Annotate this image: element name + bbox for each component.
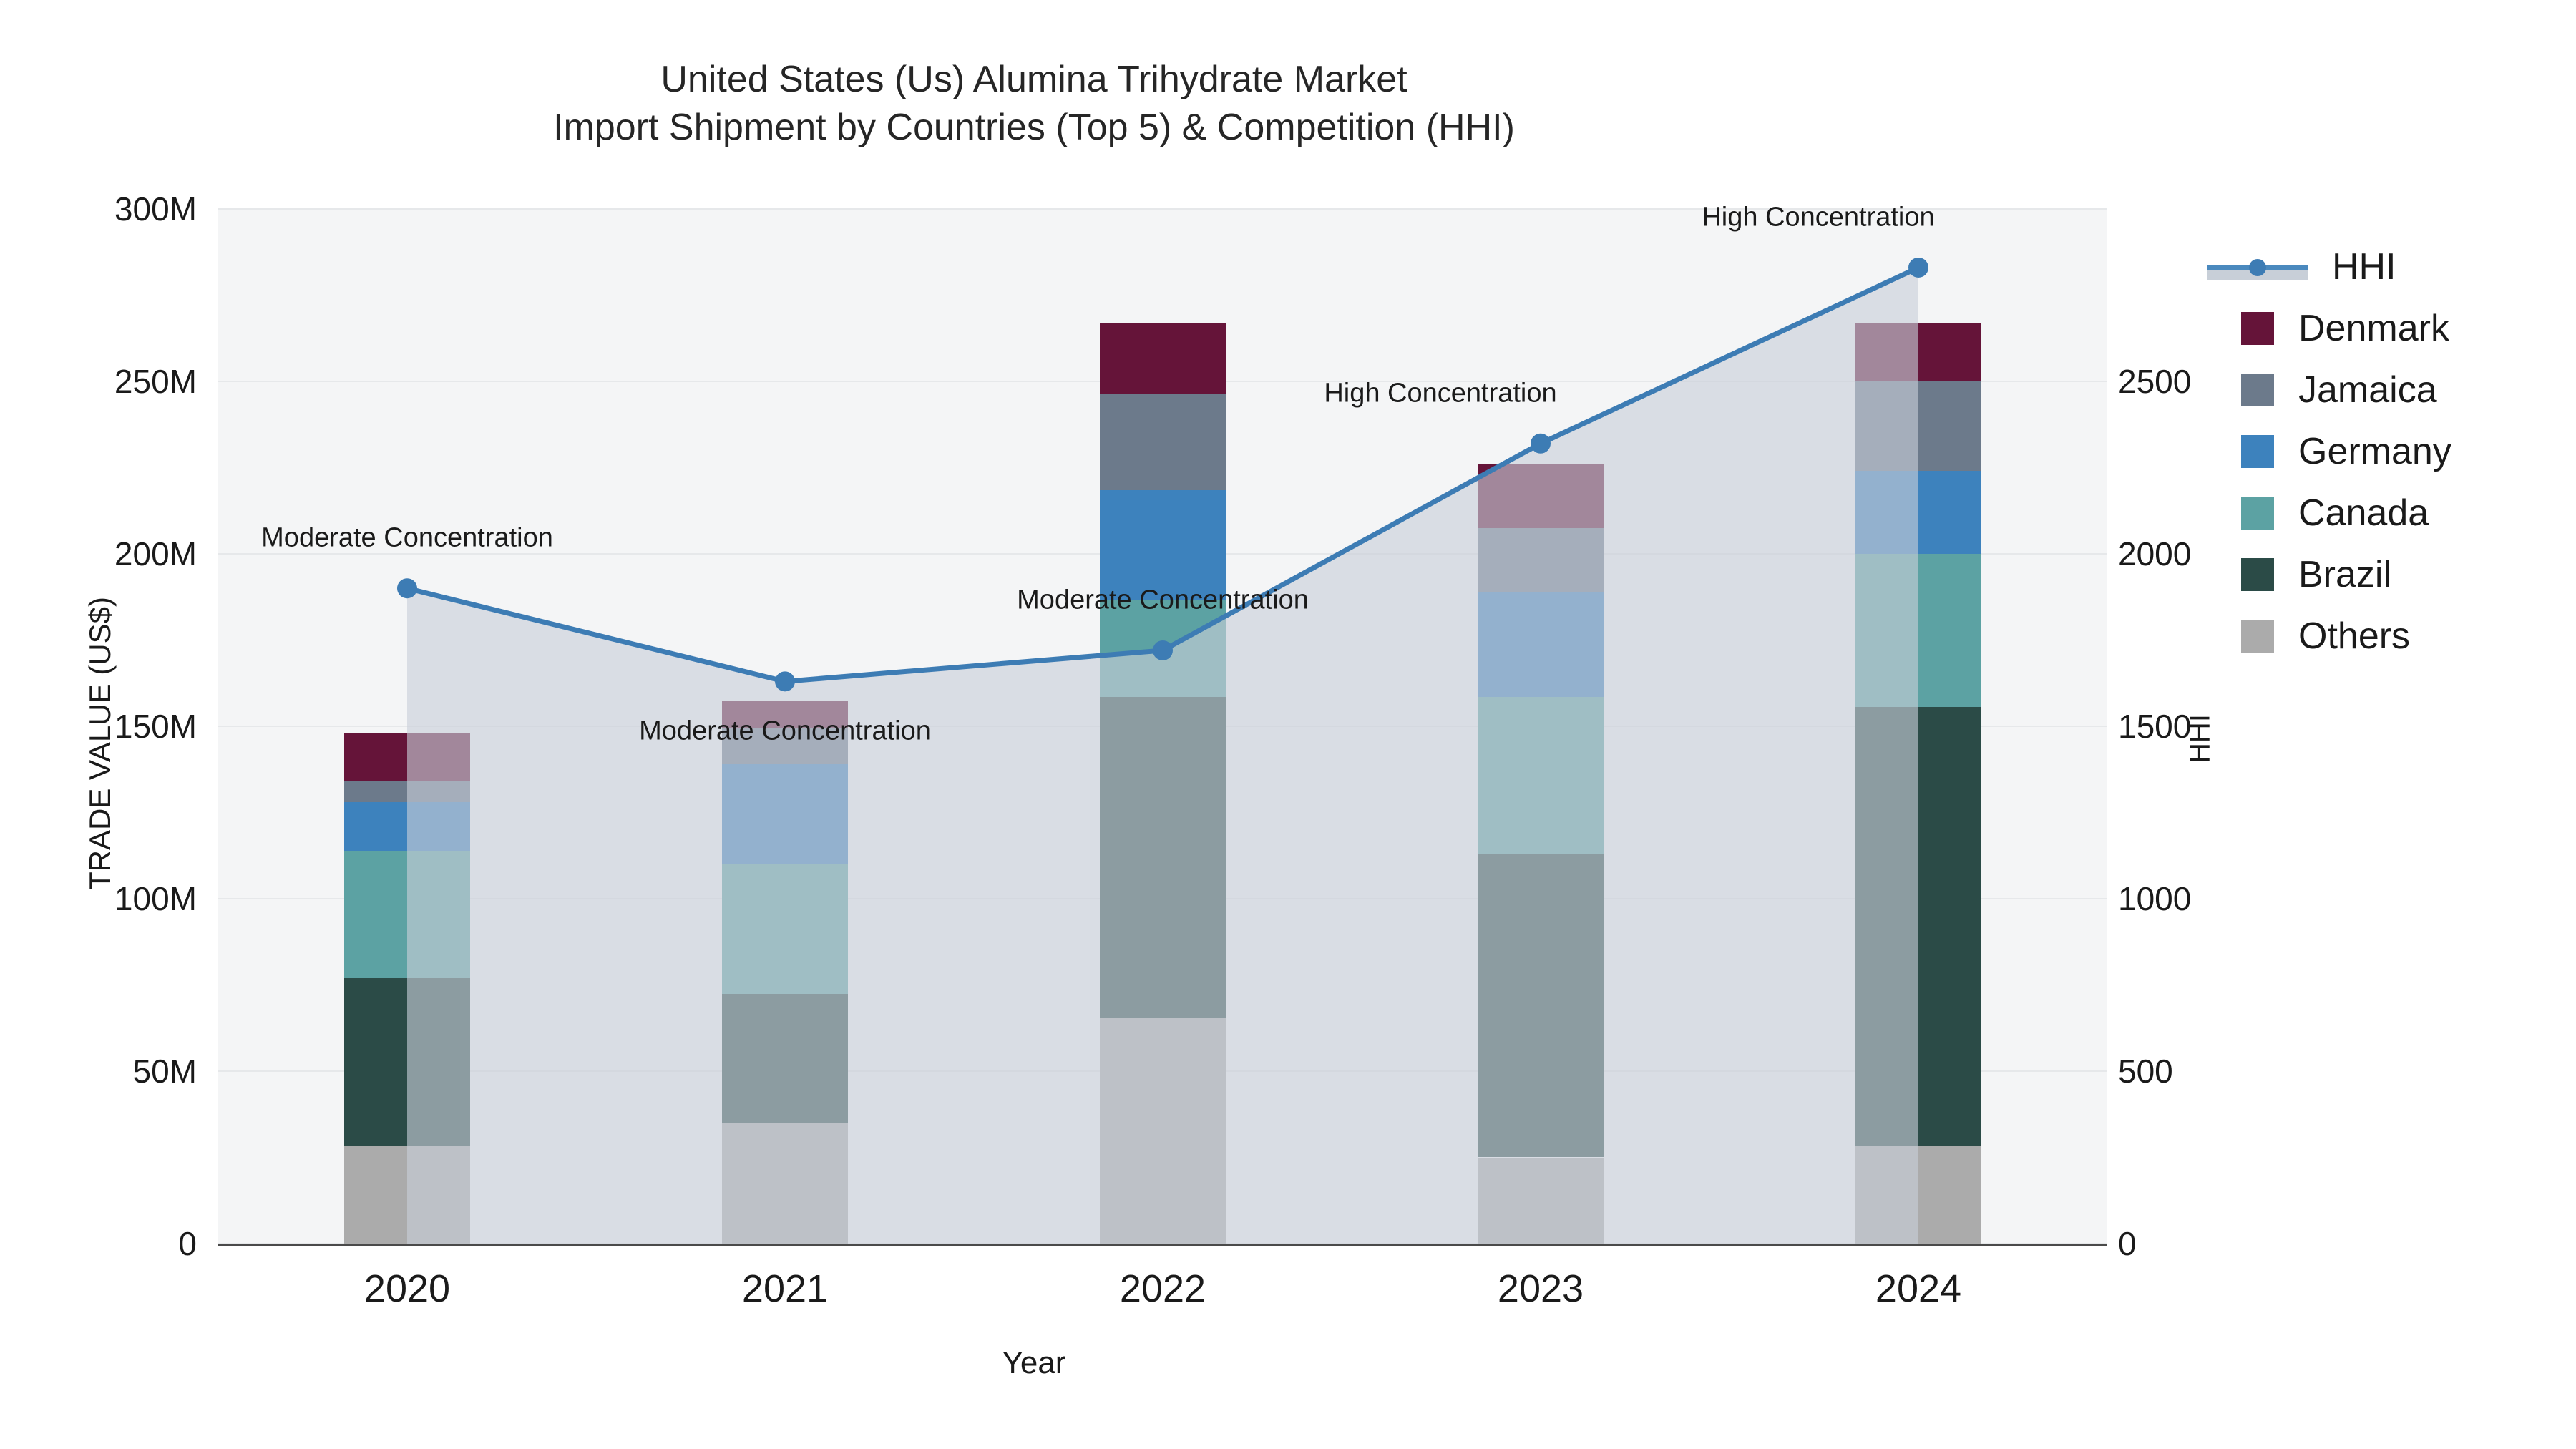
hhi-data-point[interactable] <box>1531 433 1551 454</box>
legend-swatch-icon <box>2241 374 2274 406</box>
y-axis-right-tick-label: 1500 <box>2118 708 2192 745</box>
hhi-data-point[interactable] <box>397 578 417 599</box>
y-axis-left-tick-label: 300M <box>114 190 197 228</box>
hhi-annotation: High Concentration <box>1324 378 1557 409</box>
legend-item-hhi[interactable]: HHI <box>2207 236 2576 298</box>
chart-title: United States (Us) Alumina Trihydrate Ma… <box>0 56 2068 151</box>
hhi-data-point[interactable] <box>1908 257 1928 278</box>
chart-legend: HHI Denmark Jamaica Germany Canada Brazil Oth… <box>2207 236 2576 667</box>
legend-swatch-icon <box>2241 497 2274 530</box>
legend-swatch-icon <box>2241 312 2274 345</box>
y-axis-left-tick-label: 100M <box>114 880 197 917</box>
hhi-data-point[interactable] <box>775 671 795 692</box>
bar-segment-denmark[interactable] <box>1100 323 1226 394</box>
y-axis-left-tick-label: 0 <box>178 1225 197 1262</box>
legend-item-label: Canada <box>2298 492 2429 534</box>
y-axis-right-tick-label: 2500 <box>2118 363 2192 400</box>
y-axis-right-title: HHI <box>2184 714 2216 763</box>
legend-item-label: Brazil <box>2298 554 2392 595</box>
legend-item-others[interactable]: Others <box>2207 605 2576 667</box>
y-axis-left-title: TRADE VALUE (US$) <box>83 597 117 890</box>
hhi-line-icon <box>2207 250 2308 283</box>
y-axis-right-tick-label: 0 <box>2118 1225 2137 1262</box>
x-axis-tick-label: 2021 <box>741 1267 829 1310</box>
chart-title-line-1: United States (Us) Alumina Trihydrate Ma… <box>660 59 1407 100</box>
legend-item-label: Germany <box>2298 431 2451 472</box>
y-axis-right-tick-label: 2000 <box>2118 535 2192 572</box>
x-axis-tick-label: 2023 <box>1497 1267 1584 1310</box>
x-axis-tick-label: 2022 <box>1119 1267 1206 1310</box>
legend-item-label: Jamaica <box>2298 369 2437 411</box>
bar-segment-germany[interactable] <box>1100 489 1226 601</box>
hhi-area <box>407 267 1918 1244</box>
y-axis-left-tick-label: 50M <box>132 1053 197 1090</box>
hhi-annotation: Moderate Concentration <box>261 522 553 553</box>
legend-swatch-icon <box>2241 620 2274 653</box>
hhi-annotation: Moderate Concentration <box>1017 585 1309 615</box>
legend-item-denmark[interactable]: Denmark <box>2207 298 2576 359</box>
y-axis-left-tick-label: 250M <box>114 363 197 400</box>
legend-swatch-icon <box>2241 558 2274 591</box>
y-axis-left-tick-label: 150M <box>114 708 197 745</box>
legend-swatch-icon <box>2241 435 2274 468</box>
bar-segment-jamaica[interactable] <box>1100 393 1226 490</box>
legend-item-brazil[interactable]: Brazil <box>2207 544 2576 605</box>
y-axis-left-tick-label: 200M <box>114 535 197 572</box>
legend-item-label: HHI <box>2332 246 2396 288</box>
legend-item-canada[interactable]: Canada <box>2207 482 2576 544</box>
legend-item-label: Others <box>2298 615 2411 657</box>
legend-item-germany[interactable]: Germany <box>2207 421 2576 482</box>
x-axis-title: Year <box>1002 1345 1066 1380</box>
legend-item-jamaica[interactable]: Jamaica <box>2207 359 2576 421</box>
legend-item-label: Denmark <box>2298 308 2449 349</box>
hhi-annotation: High Concentration <box>1702 202 1935 233</box>
gridline <box>218 208 2107 210</box>
hhi-overlay <box>397 257 1928 1244</box>
x-axis-line <box>218 1244 2107 1246</box>
hhi-annotation: Moderate Concentration <box>639 716 931 746</box>
x-axis-tick-label: 2024 <box>1875 1267 1962 1310</box>
x-axis-tick-label: 2020 <box>364 1267 451 1310</box>
y-axis-right-tick-label: 500 <box>2118 1053 2173 1090</box>
y-axis-right-tick-label: 1000 <box>2118 880 2192 917</box>
hhi-data-point[interactable] <box>1153 640 1173 660</box>
chart-title-line-2: Import Shipment by Countries (Top 5) & C… <box>553 106 1515 148</box>
